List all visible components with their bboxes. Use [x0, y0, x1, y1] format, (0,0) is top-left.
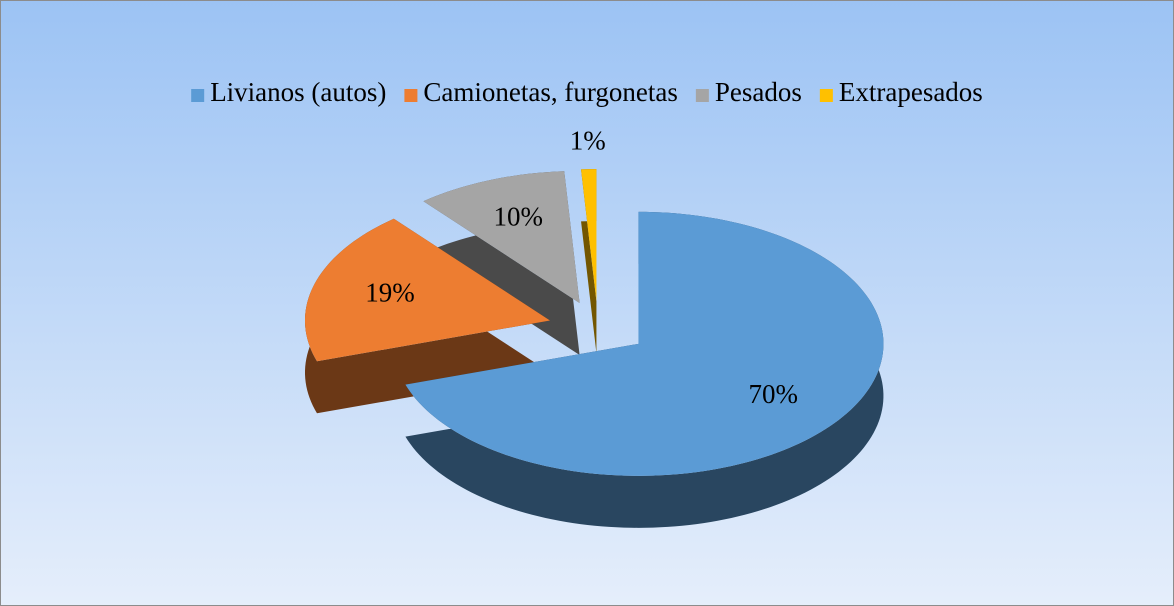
- legend-item: Pesados: [695, 77, 802, 107]
- legend-item: Camionetas, furgonetas: [404, 77, 678, 107]
- data-labels: 70% 19% 10% 1%: [365, 126, 798, 409]
- legend-item: Extrapesados: [819, 77, 983, 107]
- data-label: 19%: [365, 278, 415, 308]
- pie-tops: [305, 169, 884, 476]
- data-label: 70%: [748, 379, 798, 409]
- legend-swatch: [819, 89, 833, 102]
- legend-label: Pesados: [715, 77, 802, 107]
- legend: Livianos (autos) Camionetas, furgonetas Pe…: [191, 77, 983, 107]
- slice: [423, 171, 580, 303]
- legend-label: Extrapesados: [839, 77, 983, 107]
- legend-label: Livianos (autos): [210, 77, 386, 107]
- legend-swatch: [404, 89, 418, 102]
- slice: [405, 211, 884, 476]
- legend-item: Livianos (autos): [191, 77, 386, 107]
- slice: [305, 218, 550, 362]
- slice: [581, 169, 597, 302]
- legend-swatch: [191, 89, 205, 102]
- data-label: 1%: [570, 126, 606, 156]
- legend-swatch: [695, 89, 709, 102]
- legend-label: Camionetas, furgonetas: [423, 77, 677, 107]
- data-label: 10%: [494, 202, 544, 232]
